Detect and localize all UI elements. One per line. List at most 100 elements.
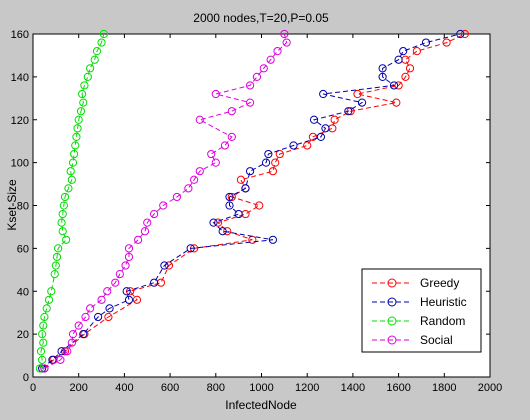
data-point-random <box>54 244 63 253</box>
data-point-random <box>39 338 48 347</box>
data-point-heuristic <box>79 330 88 339</box>
data-point-random <box>78 89 87 99</box>
axis-ticks: 0 200 400 600 800 1000 1200 1400 1600 1800 2000 0 20… <box>11 29 503 394</box>
data-point-social <box>97 295 106 304</box>
x-tick-label: 1400 <box>341 382 365 394</box>
data-point-greedy <box>405 64 415 73</box>
data-point-random <box>74 115 83 124</box>
data-point-social <box>211 89 220 99</box>
data-point-greedy <box>308 132 318 141</box>
data-point-heuristic <box>209 218 218 227</box>
data-point-greedy <box>104 312 113 322</box>
data-point-social <box>121 261 130 270</box>
data-point-social <box>143 218 152 227</box>
data-point-random <box>66 167 75 176</box>
data-point-social <box>282 38 291 47</box>
data-point-random <box>40 312 49 322</box>
series-random <box>35 29 108 373</box>
data-point-greedy <box>268 167 278 176</box>
data-point-random <box>99 29 108 39</box>
data-point-social <box>150 209 159 219</box>
data-point-social <box>184 184 193 193</box>
data-point-random <box>67 175 76 184</box>
legend-label: Social <box>420 333 453 347</box>
data-point-random <box>90 55 99 64</box>
data-point-random <box>52 252 62 262</box>
y-tick-label: 80 <box>17 201 29 213</box>
data-point-heuristic <box>150 278 159 287</box>
x-tick-label: 1200 <box>295 382 319 394</box>
data-point-random <box>80 81 89 90</box>
data-point-heuristic <box>378 72 387 81</box>
data-point-social <box>68 330 78 339</box>
data-point-social <box>266 55 275 64</box>
data-point-social <box>63 347 72 356</box>
x-tick-label: 800 <box>207 382 225 394</box>
data-point-random <box>79 98 88 107</box>
data-point-greedy <box>330 115 339 124</box>
data-point-random <box>86 64 95 73</box>
data-point-random <box>36 347 46 356</box>
data-point-social <box>252 72 262 81</box>
data-point-random <box>39 321 48 330</box>
legend-item-random: Random <box>372 314 465 328</box>
data-point-greedy <box>392 98 401 107</box>
x-tick-label: 200 <box>70 382 88 394</box>
data-point-social <box>111 278 120 287</box>
data-point-random <box>83 72 92 81</box>
data-point-heuristic <box>389 81 399 90</box>
y-tick-label: 120 <box>11 115 29 127</box>
data-point-heuristic <box>309 115 319 124</box>
legend-item-social: Social <box>372 333 453 347</box>
x-tick-label: 400 <box>115 382 133 394</box>
data-point-greedy <box>394 81 403 90</box>
legend: Greedy Heuristic Random Social <box>361 268 482 353</box>
data-point-social <box>140 227 150 236</box>
data-point-social <box>56 355 65 364</box>
legend-label: Random <box>420 314 465 328</box>
data-point-random <box>64 184 73 193</box>
data-point-heuristic <box>261 158 271 167</box>
x-tick-label: 1800 <box>432 382 456 394</box>
x-tick-label: 2000 <box>478 382 502 394</box>
data-point-social <box>227 107 236 116</box>
data-point-social <box>273 47 282 56</box>
data-point-random <box>57 218 66 227</box>
data-point-social <box>227 132 236 141</box>
data-point-greedy <box>255 201 264 210</box>
data-point-random <box>44 295 54 304</box>
data-point-heuristic <box>186 244 195 253</box>
data-point-heuristic <box>38 364 47 373</box>
data-point-social <box>245 98 255 107</box>
data-point-random <box>47 287 56 296</box>
data-point-social <box>172 192 182 202</box>
data-point-social <box>159 201 168 210</box>
data-point-random <box>62 235 71 244</box>
data-point-social <box>86 304 95 313</box>
series-greedy <box>40 29 469 373</box>
series-line-heuristic <box>41 33 461 369</box>
legend-marker <box>387 335 397 345</box>
data-point-heuristic <box>394 55 403 64</box>
data-point-heuristic <box>122 287 131 296</box>
data-point-greedy <box>223 227 232 236</box>
legend-marker <box>387 316 397 326</box>
data-point-random <box>72 132 81 141</box>
data-point-greedy <box>271 158 280 167</box>
legend-marker <box>387 278 397 288</box>
data-point-random <box>38 355 47 364</box>
data-point-heuristic <box>319 89 328 99</box>
data-point-heuristic <box>289 141 298 150</box>
data-point-social <box>134 235 143 244</box>
data-point-heuristic <box>245 167 255 176</box>
data-point-random <box>35 364 44 373</box>
data-point-random <box>42 304 51 313</box>
data-point-random <box>70 149 79 159</box>
data-point-greedy <box>227 192 236 202</box>
legend-entries: Greedy Heuristic Random Social <box>372 276 467 347</box>
data-point-social <box>115 270 124 279</box>
data-point-greedy <box>353 89 362 99</box>
data-point-random <box>59 201 68 210</box>
y-tick-label: 60 <box>17 243 29 255</box>
